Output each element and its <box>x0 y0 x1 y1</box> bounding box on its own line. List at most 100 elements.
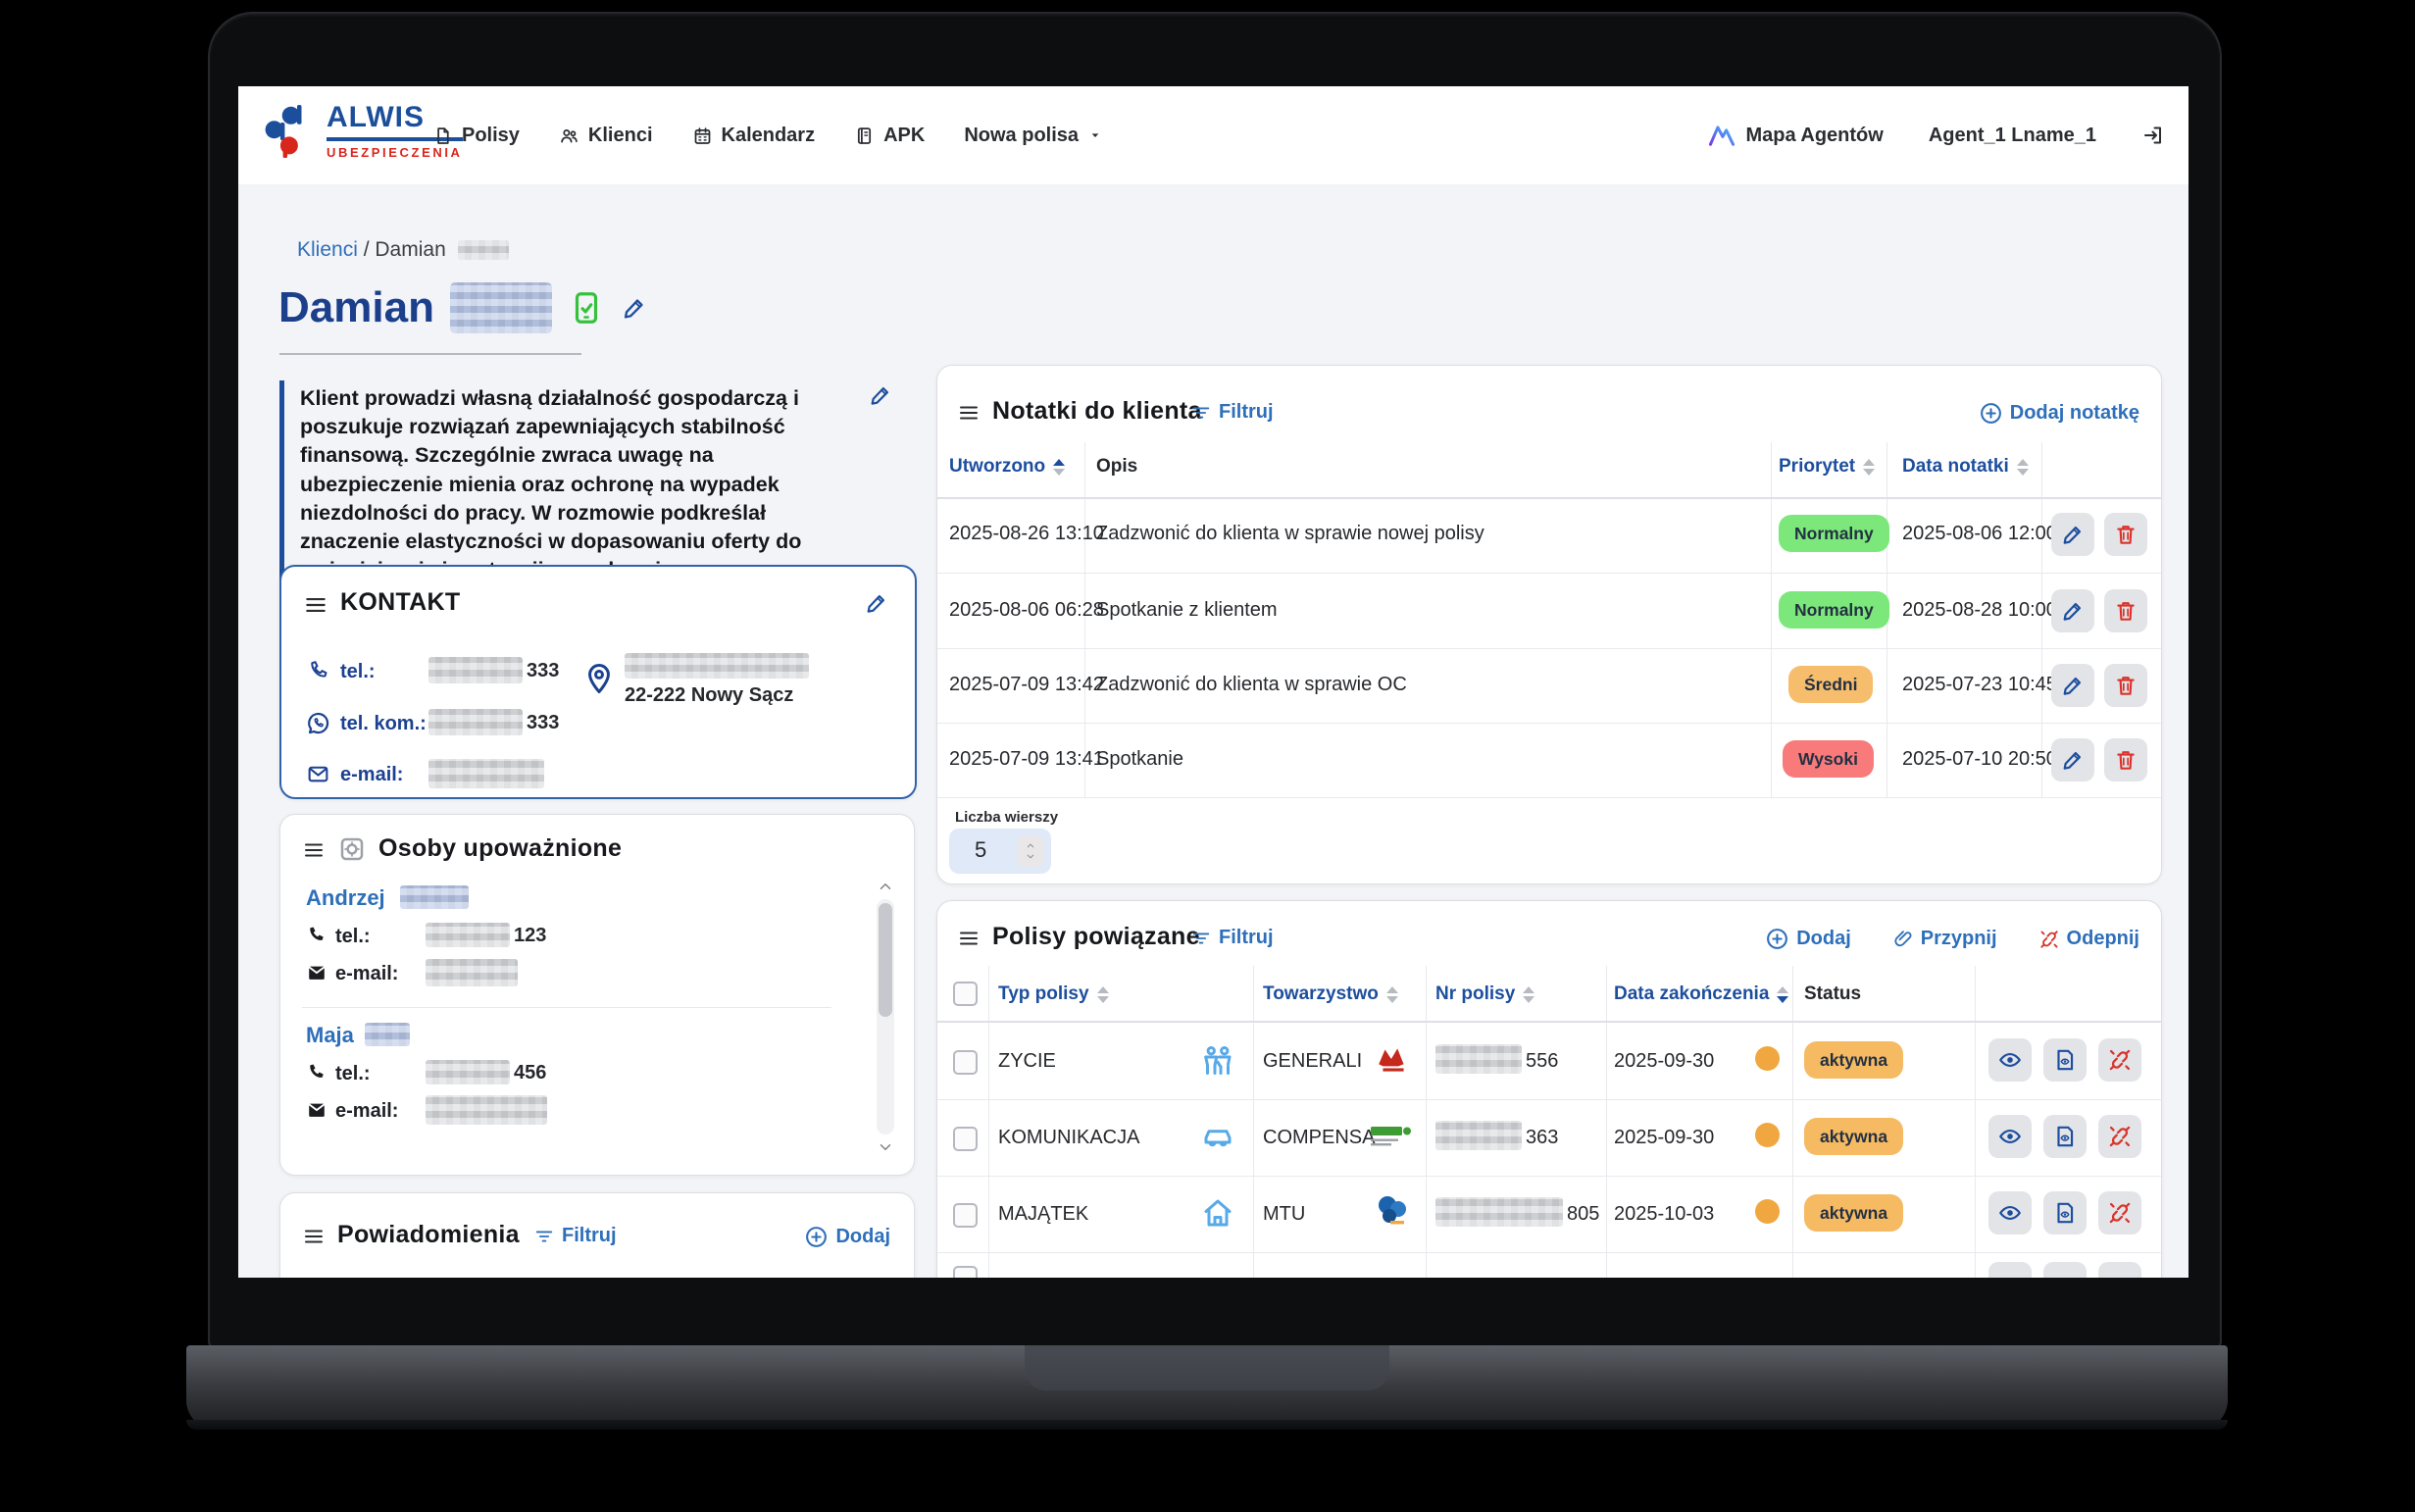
scroll-down-icon[interactable] <box>877 1138 894 1156</box>
add-note-button[interactable]: Dodaj notatkę <box>1979 401 2139 426</box>
verified-device-icon[interactable] <box>568 289 605 327</box>
preview-document-button[interactable] <box>2043 1115 2087 1158</box>
column-header-end-date[interactable]: Data zakończenia <box>1614 983 1789 1005</box>
scrollbar-track[interactable] <box>877 899 894 1134</box>
user-menu[interactable]: Agent_1 Lname_1 <box>1929 125 2096 147</box>
preview-document-button[interactable] <box>2043 1038 2087 1082</box>
redacted-email <box>428 759 544 788</box>
edit-note-button[interactable] <box>2051 589 2094 632</box>
unpin-row-button[interactable] <box>2098 1038 2141 1082</box>
redacted-policy-number <box>1435 1121 1522 1150</box>
paperclip-icon <box>1892 929 1914 950</box>
delete-note-button[interactable] <box>2104 738 2147 781</box>
drag-handle-icon[interactable] <box>302 838 326 862</box>
drag-handle-icon[interactable] <box>303 592 328 618</box>
row-checkbox[interactable] <box>953 1050 978 1075</box>
policy-number-suffix: 805 <box>1567 1203 1600 1225</box>
view-policy-button[interactable] <box>1988 1038 2032 1082</box>
edit-note-button[interactable] <box>2051 664 2094 707</box>
policy-company: COMPENSA <box>1263 1127 1376 1148</box>
column-header-type[interactable]: Typ polisy <box>998 983 1109 1005</box>
nav-item-label: Kalendarz <box>721 124 816 146</box>
drag-handle-icon[interactable] <box>957 927 981 950</box>
column-header-number[interactable]: Nr polisy <box>1435 983 1535 1005</box>
logout-icon[interactable] <box>2141 124 2165 147</box>
mobile-suffix: 333 <box>527 712 560 733</box>
edit-client-pencil-icon[interactable] <box>621 294 648 322</box>
new-policy-dropdown[interactable]: Nowa polisa <box>964 125 1103 147</box>
header-divider <box>937 497 2161 499</box>
drag-handle-icon[interactable] <box>957 401 981 425</box>
redacted-policy-number <box>1435 1044 1522 1074</box>
add-notification-button[interactable]: Dodaj <box>804 1225 890 1249</box>
drag-handle-icon[interactable] <box>302 1225 326 1248</box>
delete-note-button[interactable] <box>2104 513 2147 556</box>
scroll-up-icon[interactable] <box>877 878 894 895</box>
note-date: 2025-07-23 10:45 <box>1902 674 2057 695</box>
filter-button[interactable]: Filtruj <box>1190 401 1274 424</box>
redacted-surname <box>365 1023 410 1046</box>
edit-description-pencil-icon[interactable] <box>868 382 893 408</box>
column-label: Data zakończenia <box>1614 983 1770 1004</box>
unpin-row-button[interactable] <box>2098 1262 2141 1278</box>
redacted-tel <box>428 657 523 683</box>
unpin-row-button[interactable] <box>2098 1191 2141 1235</box>
column-header-note-date[interactable]: Data notatki <box>1902 456 2029 478</box>
column-header-company[interactable]: Towarzystwo <box>1263 983 1398 1005</box>
nav-item-apk[interactable]: APK <box>854 125 925 147</box>
add-policy-button[interactable]: Dodaj <box>1765 927 1851 951</box>
delete-note-button[interactable] <box>2104 589 2147 632</box>
pin-policy-button[interactable]: Przypnij <box>1892 927 1997 951</box>
tel-suffix: 123 <box>514 925 547 946</box>
add-label: Dodaj <box>835 1226 890 1247</box>
rows-per-page-control[interactable]: 5 <box>949 829 1051 874</box>
new-policy-label: Nowa polisa <box>964 124 1080 146</box>
document-eye-icon <box>2052 1047 2078 1073</box>
status-badge: aktywna <box>1804 1041 1904 1079</box>
preview-document-button[interactable] <box>2043 1191 2087 1235</box>
column-divider <box>1771 442 1772 797</box>
note-date: 2025-08-28 10:00 <box>1902 599 2057 621</box>
breadcrumb-root-link[interactable]: Klienci <box>297 238 358 261</box>
filter-button[interactable]: Filtruj <box>1190 927 1274 949</box>
row-checkbox[interactable] <box>953 1127 978 1151</box>
view-policy-button[interactable] <box>1988 1115 2032 1158</box>
view-policy-button[interactable] <box>1988 1262 2032 1278</box>
view-policy-button[interactable] <box>1988 1191 2032 1235</box>
column-label: Opis <box>1096 456 1138 477</box>
edit-contact-pencil-icon[interactable] <box>864 590 889 616</box>
stepper-down-icon[interactable] <box>1024 851 1037 862</box>
nav-item-klienci[interactable]: Klienci <box>559 125 653 147</box>
unpin-policy-button[interactable]: Odepnij <box>2038 927 2139 951</box>
column-header-priority[interactable]: Priorytet <box>1779 456 1876 478</box>
edit-note-button[interactable] <box>2051 513 2094 556</box>
email-label: e-mail: <box>335 1100 399 1122</box>
row-checkbox[interactable] <box>953 1203 978 1228</box>
redacted-surname <box>400 885 469 909</box>
nav-item-kalendarz[interactable]: Kalendarz <box>692 124 816 147</box>
authorized-person-link[interactable]: Andrzej <box>306 885 385 910</box>
location-pin-icon <box>581 661 617 696</box>
authorized-person-link[interactable]: Maja <box>306 1023 354 1047</box>
authorized-persons-card: Osoby upoważnione Andrzej tel.: 123 e-ma… <box>279 814 915 1176</box>
column-header-created[interactable]: Utworzono <box>949 456 1066 478</box>
nav-item-polisy[interactable]: Polisy <box>432 125 520 147</box>
filter-icon <box>1190 402 1212 424</box>
scrollbar-thumb[interactable] <box>879 903 892 1017</box>
edit-note-button[interactable] <box>2051 738 2094 781</box>
redacted-policy-number <box>1435 1197 1563 1227</box>
brand-logo[interactable]: ALWIS UBEZPIECZENIA <box>262 102 463 161</box>
row-checkbox[interactable] <box>953 1266 978 1278</box>
column-label: Typ polisy <box>998 983 1089 1004</box>
unpin-row-button[interactable] <box>2098 1115 2141 1158</box>
preview-document-button[interactable] <box>2043 1262 2087 1278</box>
filter-button[interactable]: Filtruj <box>533 1225 617 1247</box>
column-label: Towarzystwo <box>1263 983 1379 1004</box>
stepper-up-icon[interactable] <box>1024 840 1037 851</box>
select-all-checkbox[interactable] <box>953 982 978 1006</box>
map-agents-link[interactable]: Mapa Agentów <box>1707 121 1884 150</box>
delete-note-button[interactable] <box>2104 664 2147 707</box>
rows-per-page-stepper[interactable] <box>1018 835 1043 867</box>
email-label: e-mail: <box>335 963 399 984</box>
column-divider <box>1606 966 1607 1278</box>
